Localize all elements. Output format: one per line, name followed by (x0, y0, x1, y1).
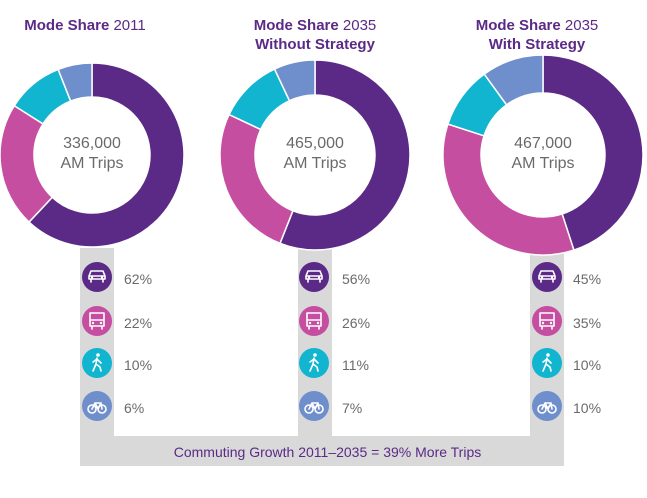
pct-2035-without-bike: 7% (342, 400, 363, 416)
slice-car (542, 54, 644, 252)
center-value: 467,000 (514, 135, 572, 152)
slice-bike (273, 59, 316, 102)
pct-2011-walk: 10% (124, 357, 153, 373)
car-icon (299, 262, 329, 292)
center-label: AM Trips (511, 155, 575, 172)
bus-icon (299, 306, 329, 336)
pct-2035-without-walk: 11% (342, 357, 369, 373)
bike-icon (299, 391, 329, 421)
pct-2011-car: 62% (124, 271, 153, 287)
car-icon (532, 262, 562, 292)
bike-icon (82, 391, 112, 421)
slice-bike (483, 54, 544, 106)
slice-car (279, 59, 411, 251)
donut-center-2011: 336,000 AM Trips (32, 134, 152, 174)
chart-title-2011: Mode Share 2011 (24, 17, 146, 34)
center-value: 465,000 (286, 135, 344, 152)
bus-icon (82, 306, 112, 336)
pct-2011-bike: 6% (124, 400, 145, 416)
walk-icon (299, 348, 329, 378)
donut-2035-with (442, 54, 644, 256)
center-value: 336,000 (63, 135, 121, 152)
pct-2035-with-car: 45% (573, 271, 602, 287)
pct-2035-without-bus: 26% (342, 315, 371, 331)
walk-icon (532, 348, 562, 378)
donut-2035-without (219, 59, 411, 251)
donut-2011 (0, 62, 185, 248)
donut-center-2035-without: 465,000 AM Trips (255, 134, 375, 174)
slice-car (27, 62, 185, 248)
bus-icon (532, 306, 562, 336)
slice-bus (442, 123, 575, 256)
pct-2035-with-walk: 10% (573, 357, 602, 373)
walk-icon (82, 348, 112, 378)
center-label: AM Trips (60, 155, 124, 172)
center-label: AM Trips (283, 155, 347, 172)
pct-2011-bus: 22% (124, 315, 153, 331)
commuting-growth-label: Commuting Growth 2011–2035 = 39% More Tr… (173, 444, 482, 460)
slice-bike (57, 62, 93, 103)
chart-title-2035-without: Mode Share 2035 Without Strategy (253, 17, 377, 53)
pct-2035-with-bus: 35% (573, 315, 602, 331)
pct-2035-without-car: 56% (342, 271, 371, 287)
donut-center-2035-with: 467,000 AM Trips (483, 134, 603, 174)
car-icon (82, 262, 112, 292)
chart-title-2035-with: Mode Share 2035 With Strategy (475, 17, 599, 53)
pct-2035-with-bike: 10% (573, 400, 602, 416)
bike-icon (532, 391, 562, 421)
